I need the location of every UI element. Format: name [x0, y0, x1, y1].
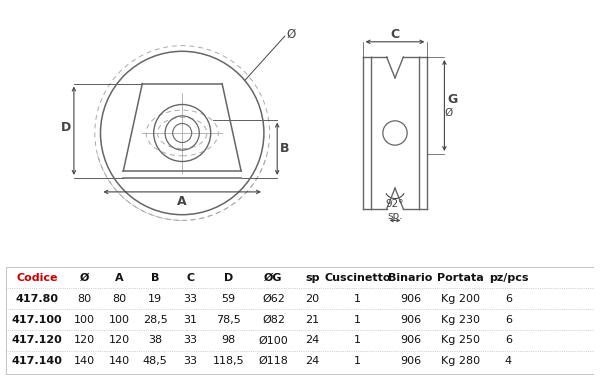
Text: 906: 906 — [400, 335, 421, 345]
Text: 120: 120 — [109, 335, 130, 345]
Text: B: B — [280, 142, 290, 155]
Text: Ø: Ø — [287, 28, 296, 41]
Text: 1: 1 — [354, 294, 361, 304]
Text: Kg 250: Kg 250 — [441, 335, 480, 345]
Text: 906: 906 — [400, 315, 421, 325]
Text: 21: 21 — [305, 315, 320, 325]
Text: Cuscinetto: Cuscinetto — [325, 273, 391, 283]
Text: A: A — [178, 195, 187, 208]
Text: 417.100: 417.100 — [11, 315, 62, 325]
Text: 33: 33 — [184, 356, 197, 366]
Text: pz/pcs: pz/pcs — [488, 273, 528, 283]
Text: G: G — [448, 93, 458, 106]
Text: 92°: 92° — [386, 199, 404, 209]
Text: 6: 6 — [505, 315, 512, 325]
Text: A: A — [115, 273, 123, 283]
Text: 33: 33 — [184, 335, 197, 345]
Text: 33: 33 — [184, 294, 197, 304]
Text: Ø62: Ø62 — [262, 294, 285, 304]
Text: 6: 6 — [505, 294, 512, 304]
Text: Ø118: Ø118 — [259, 356, 289, 366]
Text: 100: 100 — [74, 315, 95, 325]
Text: 38: 38 — [148, 335, 162, 345]
Text: 31: 31 — [184, 315, 197, 325]
Text: ØG: ØG — [264, 273, 283, 283]
Text: 19: 19 — [148, 294, 162, 304]
Text: 140: 140 — [109, 356, 130, 366]
Text: D: D — [224, 273, 233, 283]
Text: 906: 906 — [400, 294, 421, 304]
Text: sp: sp — [305, 273, 320, 283]
Text: 24: 24 — [305, 356, 320, 366]
Text: Ø82: Ø82 — [262, 315, 285, 325]
Text: 98: 98 — [221, 335, 236, 345]
Text: B: B — [151, 273, 159, 283]
Text: 906: 906 — [400, 356, 421, 366]
Text: Ø100: Ø100 — [259, 335, 289, 345]
Text: 1: 1 — [354, 315, 361, 325]
Text: Kg 230: Kg 230 — [441, 315, 480, 325]
Text: 417.140: 417.140 — [11, 356, 62, 366]
Text: 6: 6 — [505, 335, 512, 345]
Text: sp.: sp. — [387, 211, 403, 221]
Text: D: D — [61, 121, 71, 134]
Text: 48,5: 48,5 — [143, 356, 167, 366]
Text: C: C — [186, 273, 194, 283]
Text: Kg 200: Kg 200 — [441, 294, 480, 304]
Text: C: C — [391, 28, 400, 41]
Text: 24: 24 — [305, 335, 320, 345]
Text: Ø: Ø — [80, 273, 89, 283]
Text: 4: 4 — [505, 356, 512, 366]
Text: 59: 59 — [221, 294, 236, 304]
Text: 78,5: 78,5 — [216, 315, 241, 325]
Text: 80: 80 — [78, 294, 92, 304]
Text: Portata: Portata — [437, 273, 484, 283]
Text: 1: 1 — [354, 356, 361, 366]
Text: Ø: Ø — [445, 108, 453, 118]
Text: 140: 140 — [74, 356, 95, 366]
Text: 417.80: 417.80 — [16, 294, 58, 304]
Text: 28,5: 28,5 — [143, 315, 167, 325]
Text: Kg 280: Kg 280 — [441, 356, 480, 366]
Text: 1: 1 — [354, 335, 361, 345]
Text: 100: 100 — [109, 315, 130, 325]
Text: 417.120: 417.120 — [11, 335, 62, 345]
Text: 80: 80 — [112, 294, 126, 304]
Text: 20: 20 — [305, 294, 320, 304]
Text: 120: 120 — [74, 335, 95, 345]
Text: Codice: Codice — [16, 273, 58, 283]
Text: Binario: Binario — [388, 273, 433, 283]
Text: 118,5: 118,5 — [213, 356, 244, 366]
